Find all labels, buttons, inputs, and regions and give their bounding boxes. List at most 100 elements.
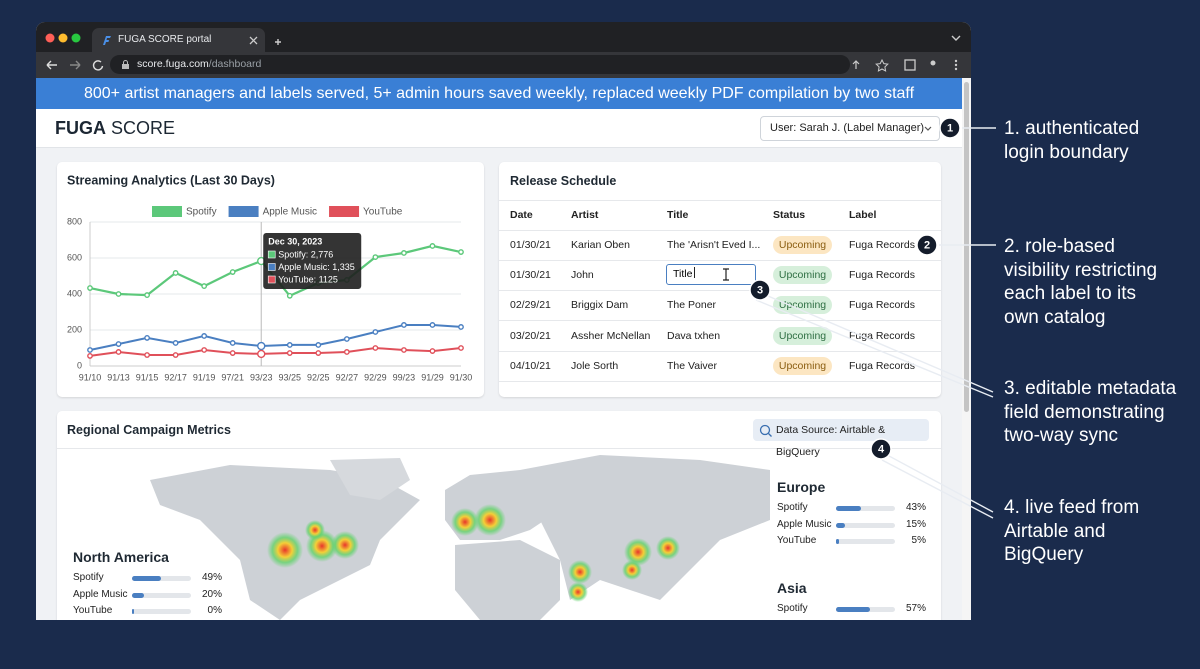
metric-name: Spotify [777, 502, 808, 513]
tab[interactable]: FUGA SCORE portal [92, 28, 265, 52]
scroll-thumb[interactable] [964, 82, 969, 412]
point [229, 350, 236, 356]
table-row: 03/20/21 Assher McNellan Dava txhen Upcomin… [499, 162, 941, 397]
table-cell: Fuga Records [849, 239, 915, 251]
tab-bar: FUGA SCORE portal [36, 22, 971, 52]
status-pill: Upcoming [773, 296, 832, 315]
annotation-line: own catalog [1004, 307, 1106, 329]
ibeam-cursor [723, 268, 729, 281]
point [201, 347, 208, 353]
tab-bar-icons [45, 33, 961, 45]
metric-bar [836, 539, 839, 544]
x-tick-label: 91/30 [450, 372, 473, 382]
heat-spot [656, 536, 680, 560]
reload-icon[interactable] [92, 60, 104, 71]
annotation-line: 2. role-based [1004, 236, 1115, 257]
metric-bar [132, 576, 161, 581]
point [372, 329, 379, 335]
point [458, 249, 464, 255]
tooltip-swatch [267, 263, 276, 271]
x-tick-label: 92/29 [364, 372, 387, 382]
table-row: 01/30/21 John Title Upcoming Fuga Records [499, 162, 941, 397]
url-field[interactable]: score.fuga.com/dashboard [110, 55, 850, 74]
favicon [103, 36, 111, 45]
metric-bar [132, 609, 134, 614]
metric-value: 49% [201, 572, 222, 583]
bookmark-icon[interactable] [875, 58, 889, 72]
point [87, 285, 93, 291]
callout-marker [939, 117, 961, 139]
table-row: 04/10/21 Jole Sorth The Vaiver Upcoming Fuga… [499, 162, 941, 397]
minimize-dot[interactable] [58, 33, 68, 43]
annotation-text: 1. authenticated login boundary [1004, 117, 1200, 164]
url-host: score.fuga.com [137, 58, 209, 70]
table-row: 01/30/21 Karian Oben The 'Arisn't Eved I..… [499, 162, 941, 397]
metric-name: Apple Music [777, 620, 831, 621]
y-tick-label: 800 [67, 216, 82, 226]
metric-bar [836, 506, 862, 511]
tooltip-line: Spotify: 2,776 [278, 249, 333, 259]
profile-icon[interactable] [930, 60, 936, 66]
zoom-dot[interactable] [71, 33, 81, 43]
x-tick-label: 92/27 [336, 372, 359, 382]
annotation-line: BigQuery [1004, 544, 1084, 566]
user-menu[interactable]: User: Sarah J. (Label Manager) [760, 116, 940, 141]
point [144, 335, 150, 341]
tab-close[interactable] [249, 36, 258, 45]
tooltip-swatch [267, 275, 276, 284]
point [172, 340, 179, 346]
close-dot[interactable] [45, 33, 55, 43]
text-caret [694, 267, 696, 279]
sidebar-icon[interactable] [904, 59, 916, 71]
table-cell: The 'Arisn't Eved I... [667, 239, 761, 251]
table-cell: Dava txhen [667, 329, 721, 342]
row-line [499, 380, 941, 382]
tab-menu-icon[interactable] [951, 35, 961, 41]
point [144, 352, 150, 358]
y-tick-label: 600 [67, 252, 82, 262]
legend-swatch [329, 206, 360, 217]
metric-value: 10% [896, 620, 926, 621]
title-input[interactable]: Title [666, 264, 756, 286]
point [315, 350, 322, 356]
point [429, 322, 436, 328]
annotation-line: 4. live feed from [1004, 497, 1140, 518]
scrollbar[interactable] [962, 78, 971, 620]
series-line [89, 324, 462, 351]
heat-spot [451, 508, 479, 536]
share-icon[interactable] [852, 60, 860, 69]
point [429, 348, 436, 354]
x-tick-label: 91/19 [193, 372, 216, 382]
back-icon[interactable] [46, 60, 57, 70]
table-cell: 02/29/21 [510, 299, 551, 312]
table-cell: 01/30/21 [510, 239, 551, 251]
search-icon [759, 424, 772, 437]
metric-value: 43% [905, 502, 926, 513]
legend-label: YouTube [363, 207, 403, 218]
app-header: FUGA SCORE User: Sarah J. (Label Manager… [36, 109, 962, 148]
callout-number: 3 [757, 284, 763, 296]
point [343, 349, 350, 355]
point [172, 352, 179, 358]
point [115, 291, 122, 297]
new-tab-icon[interactable] [275, 39, 281, 45]
table-cell: Briggix Dam [571, 299, 629, 312]
metric-name: Spotify [73, 572, 104, 583]
point [229, 269, 236, 275]
map-shapes [150, 455, 770, 620]
row-line [499, 320, 941, 322]
menu-icon [954, 63, 958, 67]
forward-icon[interactable] [70, 60, 81, 70]
menu-icon[interactable] [954, 59, 958, 63]
callout-number: 2 [924, 239, 930, 251]
column-header: Artist [571, 209, 599, 221]
metric-value: 5% [911, 535, 926, 546]
logo-light: SCORE [111, 118, 176, 138]
data-source-chip[interactable]: Data Source: Airtable & BigQuery [753, 419, 929, 458]
point [286, 342, 293, 348]
x-tick-label: 92/17 [164, 372, 187, 382]
logo[interactable]: FUGA SCORE [55, 118, 175, 139]
metric-track [132, 592, 191, 598]
